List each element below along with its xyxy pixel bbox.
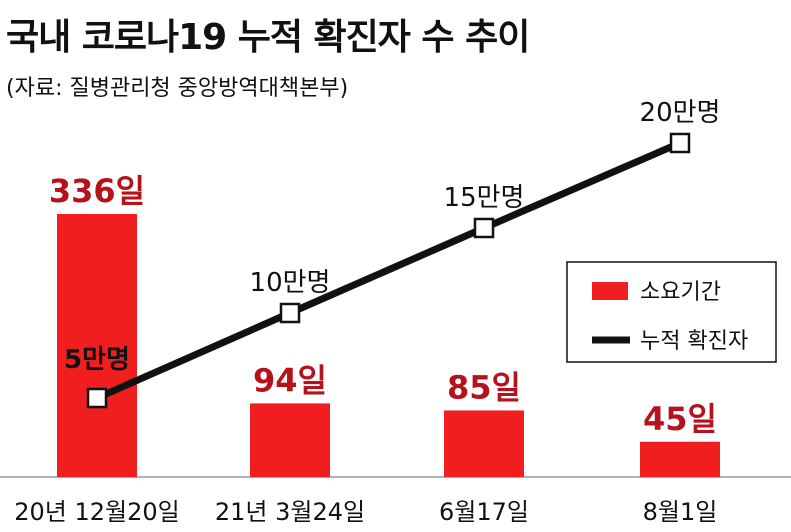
bar-0 [57, 214, 137, 477]
legend-label-bar: 소요기간 [640, 280, 721, 305]
bar-1 [250, 403, 330, 477]
legend-box [566, 261, 777, 363]
bar-label-1: 94일 [253, 361, 327, 399]
line-point-label-0: 5만명 [64, 345, 130, 375]
x-tick-label-0: 20년 12월20일 [14, 498, 180, 526]
x-tick-label-2: 6월17일 [439, 498, 529, 526]
bar-label-2: 85일 [447, 368, 521, 406]
chart-source: (자료: 질병관리청 중앙방역대책본부) [6, 76, 349, 101]
line-point-2 [473, 217, 495, 239]
line-point-0 [86, 387, 108, 409]
legend-label-line: 누적 확진자 [640, 329, 748, 354]
bar-label-0: 336일 [49, 172, 145, 210]
bar-label-3: 45일 [643, 400, 717, 438]
x-tick-label-3: 8월1일 [643, 498, 718, 526]
x-tick-label-1: 21년 3월24일 [215, 498, 365, 526]
line-point-label-2: 15만명 [444, 183, 525, 213]
line-point-label-3: 20만명 [640, 98, 721, 128]
chart-title: 국내 코로나19 누적 확진자 수 추이 [6, 17, 530, 58]
line-point-3 [669, 132, 691, 154]
line-point-label-1: 10만명 [250, 268, 331, 298]
bar-3 [640, 441, 720, 477]
bar-2 [444, 410, 524, 477]
line-point-1 [279, 302, 301, 324]
legend-swatch-bar [592, 282, 628, 300]
line-series-path [95, 139, 682, 402]
